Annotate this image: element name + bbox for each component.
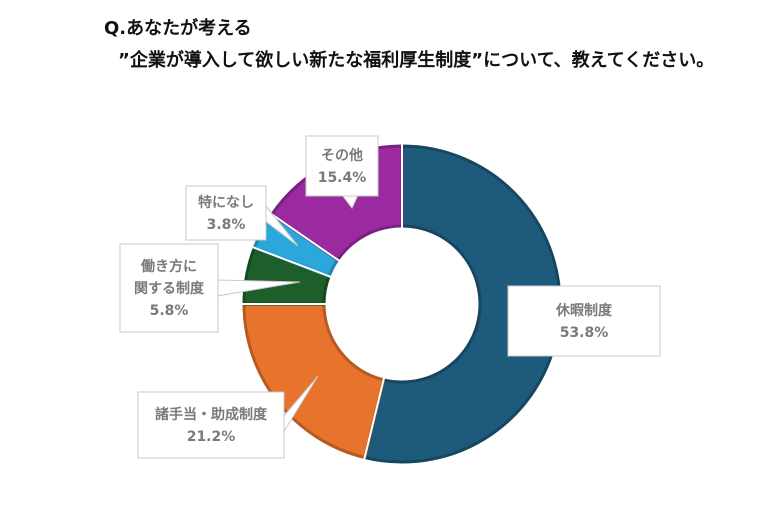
chart-title-line2: ”企業が導入して欲しい新たな福利厚生制度”について、教えてください。	[118, 50, 715, 71]
slice-separator	[252, 246, 332, 278]
callout-box	[119, 243, 219, 333]
chart-title-line1: Q.あなたが考える	[104, 18, 252, 39]
slice-separator	[269, 212, 340, 262]
slice-category-label: その他	[321, 147, 363, 164]
slice-value-label: 3.8%	[207, 217, 246, 233]
slice-separator	[363, 377, 385, 460]
callout-box	[507, 285, 661, 357]
callout: その他 15.4%	[305, 135, 379, 209]
slice-value-label: 53.8%	[560, 325, 609, 341]
slice-value-label: 5.8%	[150, 303, 189, 319]
callout: 休暇制度 53.8%	[507, 285, 661, 357]
callout-box	[137, 391, 285, 459]
slice-category-label: 特になし	[198, 194, 254, 211]
slice-category-label: 関する制度	[134, 280, 205, 297]
donut-slice	[363, 144, 562, 464]
slice-category-label: 休暇制度	[555, 302, 613, 319]
slice-category-label: 諸手当・助成制度	[155, 406, 268, 423]
callout-box	[305, 135, 379, 197]
slice-value-label: 15.4%	[318, 170, 367, 186]
slice-value-label: 21.2%	[187, 429, 236, 445]
callout: 特になし 3.8%	[185, 185, 299, 247]
slice-category-label: 働き方に	[140, 258, 197, 275]
callout: 諸手当・助成制度 21.2%	[137, 375, 319, 459]
callout-box	[185, 185, 267, 241]
